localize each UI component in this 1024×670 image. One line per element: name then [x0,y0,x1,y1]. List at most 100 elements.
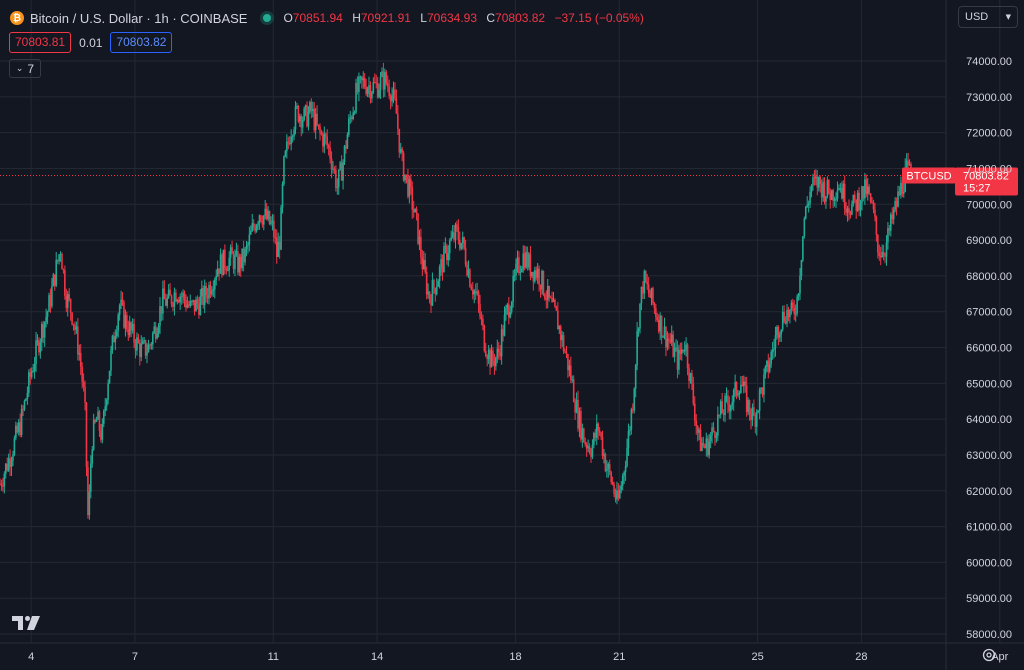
price-tick-label: 63000.00 [966,450,1012,462]
candle-body [887,228,889,243]
candle-body [470,286,473,290]
candle-body [672,334,674,357]
candle-body [408,179,411,197]
candle-body [763,374,765,395]
candle-body [35,340,37,365]
candle-body [290,136,292,145]
candle-body [451,232,454,238]
candle-body [833,198,836,201]
candle-body [608,463,611,472]
candle-body [617,490,620,499]
candle-body [98,411,101,431]
candle-body [320,132,323,135]
candle-body [221,254,223,276]
candle-body [460,242,463,249]
candle-body [104,406,107,411]
price-axis[interactable]: 58000.00 59000.00 60000.00 61000.00 62000.00… [966,56,1012,641]
candle-body [521,268,523,272]
settings-gear-icon[interactable] [981,647,997,663]
candle-body [796,296,798,314]
candle-body [167,289,170,298]
candle-body [542,270,545,295]
candle-body [871,202,873,204]
candle-body [779,334,781,338]
candle-body [157,325,160,334]
candle-body [853,194,856,200]
candle-body [322,134,324,147]
candle-body [766,360,768,367]
candle-body [404,174,406,181]
symbol-price-tag [902,167,956,184]
candle-body [77,326,79,355]
candle-body [66,294,69,308]
candle-body [97,411,99,420]
candle-body [156,333,158,339]
candle-body [813,177,816,179]
candle-body [412,209,415,213]
candle-body [201,288,203,297]
symbol-tag-label: BTCUSD [906,170,951,182]
candle-body [544,294,546,299]
candle-body [149,344,151,346]
candle-body [366,88,369,94]
candle-body [872,202,875,210]
candle-body [513,275,516,277]
candle-body [512,276,514,302]
price-tick-label: 62000.00 [966,486,1012,498]
candle-body [0,483,1,485]
candle-body [773,347,775,350]
candle-body [704,445,706,449]
candle-body [176,300,179,302]
price-tick-label: 64000.00 [966,414,1012,426]
candle-body [734,382,736,390]
candle-body [764,366,767,375]
buy-price-button[interactable]: 70803.82 [110,32,173,53]
candle-body [353,112,356,114]
candle-body [681,349,683,354]
candle-body [584,442,587,445]
candle-body [300,116,303,128]
candle-body [90,463,92,492]
candle-body [19,422,21,436]
candle-body [665,326,667,348]
candle-body [91,449,94,464]
candle-body [52,274,55,287]
candle-body [623,471,625,476]
candle-body [777,326,780,338]
candle-body [673,347,676,357]
time-axis[interactable]: 4 7 11 14 18 21 25 28 Apr [28,651,1009,663]
candle-body [836,190,839,199]
candle-body [891,214,894,220]
trade-buttons: 70803.81 0.01 70803.82 [9,32,173,53]
indicators-toggle-button[interactable]: ⌄ 7 [9,59,41,78]
candle-body [84,386,86,403]
time-tick-label: 11 [268,651,279,663]
candle-body [133,323,135,343]
candle-body [2,486,4,488]
candle-body [120,299,122,306]
chevron-down-icon: ⌄ [15,63,24,74]
candle-body [620,485,623,490]
candle-body [358,76,360,93]
sell-price-button[interactable]: 70803.81 [9,32,72,53]
candle-body [484,350,487,357]
candle-body [237,251,239,273]
candle-body [41,324,43,342]
candle-body [235,251,238,255]
candle-body [515,263,517,276]
candle-body [151,333,154,345]
candle-body [287,141,290,143]
candle-body [446,245,448,261]
symbol-title[interactable]: Bitcoin / U.S. Dollar · 1h · COINBASE [30,10,248,26]
tradingview-logo-icon[interactable] [12,614,42,632]
candle-body [760,387,762,390]
candle-body [558,326,561,330]
candle-body [693,403,696,421]
candle-body [146,352,148,356]
candle-body [281,183,284,208]
candle-body [126,315,128,330]
currency-select[interactable]: USD ▼ [958,6,1018,28]
candle-body [492,350,494,361]
candle-body [6,463,9,471]
